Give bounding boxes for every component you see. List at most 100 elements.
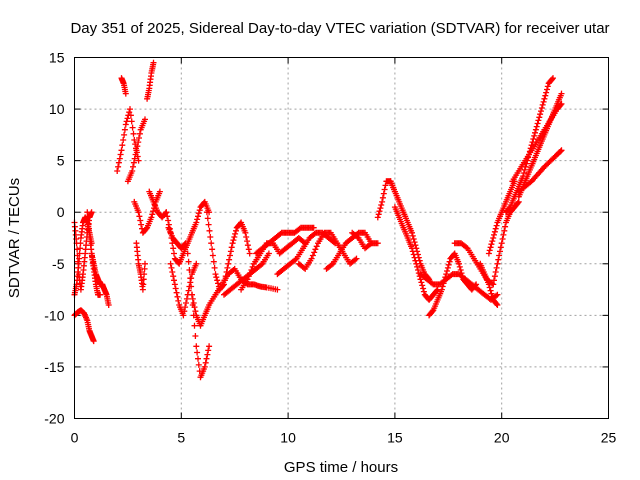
data-point	[223, 269, 230, 275]
x-tick-label: 20	[494, 430, 510, 446]
data-point	[537, 111, 544, 118]
data-point	[380, 190, 387, 197]
data-point	[162, 210, 169, 217]
data-point	[189, 295, 196, 302]
data-point	[213, 274, 220, 281]
data-point	[116, 155, 123, 162]
data-point	[188, 283, 195, 290]
data-point	[76, 255, 83, 262]
data-point	[171, 277, 177, 284]
data-point	[226, 256, 233, 263]
data-point	[492, 225, 499, 232]
data-point	[493, 301, 500, 307]
x-tick-label: 15	[387, 430, 403, 446]
data-point	[542, 92, 549, 99]
data-point	[114, 168, 121, 174]
data-point	[457, 267, 464, 273]
data-point	[118, 147, 125, 154]
data-point	[382, 182, 389, 189]
data-point	[493, 292, 500, 299]
data-point	[491, 273, 498, 280]
y-tick-label: 5	[57, 153, 65, 169]
data-point	[150, 208, 157, 215]
data-point	[410, 251, 417, 258]
series-track-03	[71, 307, 97, 345]
y-tick-label: 10	[49, 101, 65, 117]
data-point	[126, 109, 133, 116]
data-point	[185, 287, 192, 294]
data-point	[227, 252, 233, 259]
data-point	[444, 264, 451, 271]
series-track-24	[323, 229, 381, 272]
y-axis-label: SDTVAR / TECUs	[6, 178, 23, 298]
data-point	[77, 240, 84, 247]
data-point	[368, 240, 375, 247]
data-point	[132, 151, 139, 158]
axis-ticks: 0 5 10 15 20 25 -20 -15 -10 -5 0 5 10 15	[44, 50, 616, 446]
data-point	[233, 227, 239, 234]
data-point	[195, 361, 202, 368]
data-point	[443, 271, 450, 278]
x-axis-label: GPS time / hours	[284, 459, 398, 476]
data-point	[412, 257, 419, 264]
data-point	[558, 90, 565, 97]
data-point	[485, 250, 492, 257]
data-point	[374, 214, 381, 221]
data-point	[535, 117, 542, 124]
data-point	[531, 132, 538, 139]
data-point	[130, 163, 136, 170]
data-point	[501, 227, 508, 234]
data-point	[541, 95, 548, 102]
data-point	[74, 246, 81, 253]
data-point	[142, 260, 148, 267]
data-point	[131, 155, 138, 162]
data-point	[141, 265, 148, 272]
data-point	[245, 273, 252, 280]
data-point	[221, 281, 227, 288]
data-point	[549, 76, 556, 83]
series-track-25	[349, 229, 375, 252]
data-point	[245, 246, 252, 253]
data-point	[489, 238, 496, 245]
data-point	[265, 250, 272, 257]
data-point	[172, 285, 179, 292]
data-point	[230, 237, 237, 244]
series-track-17	[189, 265, 281, 329]
data-point	[488, 280, 495, 287]
data-point	[244, 242, 251, 249]
data-point	[328, 261, 335, 268]
data-point	[352, 256, 359, 263]
data-point	[376, 208, 383, 215]
data-point	[409, 232, 416, 239]
data-point	[211, 264, 218, 271]
plot-frame	[74, 57, 609, 419]
data-point	[130, 130, 137, 137]
data-point	[115, 163, 122, 170]
data-point	[550, 75, 556, 82]
data-point	[232, 230, 239, 237]
series-track-07	[118, 75, 129, 97]
data-point	[445, 261, 452, 268]
series-track-28	[391, 204, 441, 303]
data-point	[192, 333, 199, 339]
data-point	[121, 131, 128, 138]
data-point	[205, 347, 212, 354]
x-tick-label: 5	[177, 430, 185, 446]
data-point	[149, 211, 156, 218]
data-point	[170, 273, 177, 280]
data-point	[433, 287, 440, 294]
series-track-34	[490, 198, 522, 288]
data-point	[140, 276, 147, 283]
data-point	[90, 338, 97, 345]
data-point	[530, 136, 537, 142]
data-point	[194, 349, 201, 356]
data-point	[75, 260, 82, 267]
data-point	[184, 250, 191, 257]
series-track-10	[131, 188, 163, 236]
data-point	[354, 234, 361, 240]
data-point	[127, 112, 134, 119]
data-point	[520, 170, 527, 176]
data-point	[497, 244, 504, 251]
data-point	[538, 105, 545, 111]
